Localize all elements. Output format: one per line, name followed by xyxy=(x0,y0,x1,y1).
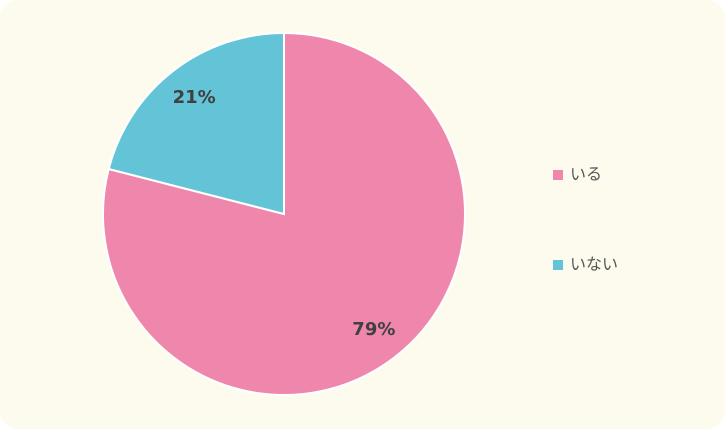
pie-slice xyxy=(107,31,285,216)
data-label: 79% xyxy=(352,319,395,340)
data-label: 21% xyxy=(173,87,216,108)
legend-swatch xyxy=(553,170,563,180)
legend-label: いる xyxy=(570,165,602,184)
legend-swatch xyxy=(553,260,563,270)
legend-label: いない xyxy=(570,255,618,274)
pie-slice xyxy=(102,31,466,396)
